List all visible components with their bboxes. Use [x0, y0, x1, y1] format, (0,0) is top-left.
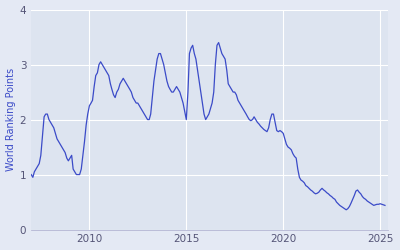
Y-axis label: World Ranking Points: World Ranking Points [6, 68, 16, 171]
